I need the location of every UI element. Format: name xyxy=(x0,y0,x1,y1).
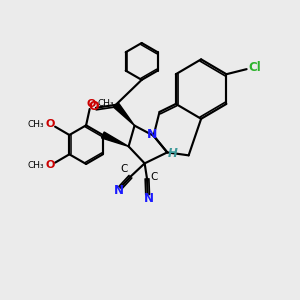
Text: O: O xyxy=(45,160,55,170)
Polygon shape xyxy=(113,103,134,126)
Text: CH₃: CH₃ xyxy=(28,120,44,129)
Text: N: N xyxy=(147,128,158,141)
Polygon shape xyxy=(101,132,129,146)
Text: C: C xyxy=(151,172,158,182)
Text: Cl: Cl xyxy=(249,61,261,74)
Text: CH₃: CH₃ xyxy=(98,99,114,108)
Text: C: C xyxy=(121,164,128,174)
Text: N: N xyxy=(144,192,154,205)
Text: O: O xyxy=(87,99,96,109)
Text: CH₃: CH₃ xyxy=(28,160,44,169)
Text: O: O xyxy=(45,119,55,129)
Text: H: H xyxy=(168,147,178,161)
Text: O: O xyxy=(89,100,99,112)
Text: N: N xyxy=(114,184,124,197)
